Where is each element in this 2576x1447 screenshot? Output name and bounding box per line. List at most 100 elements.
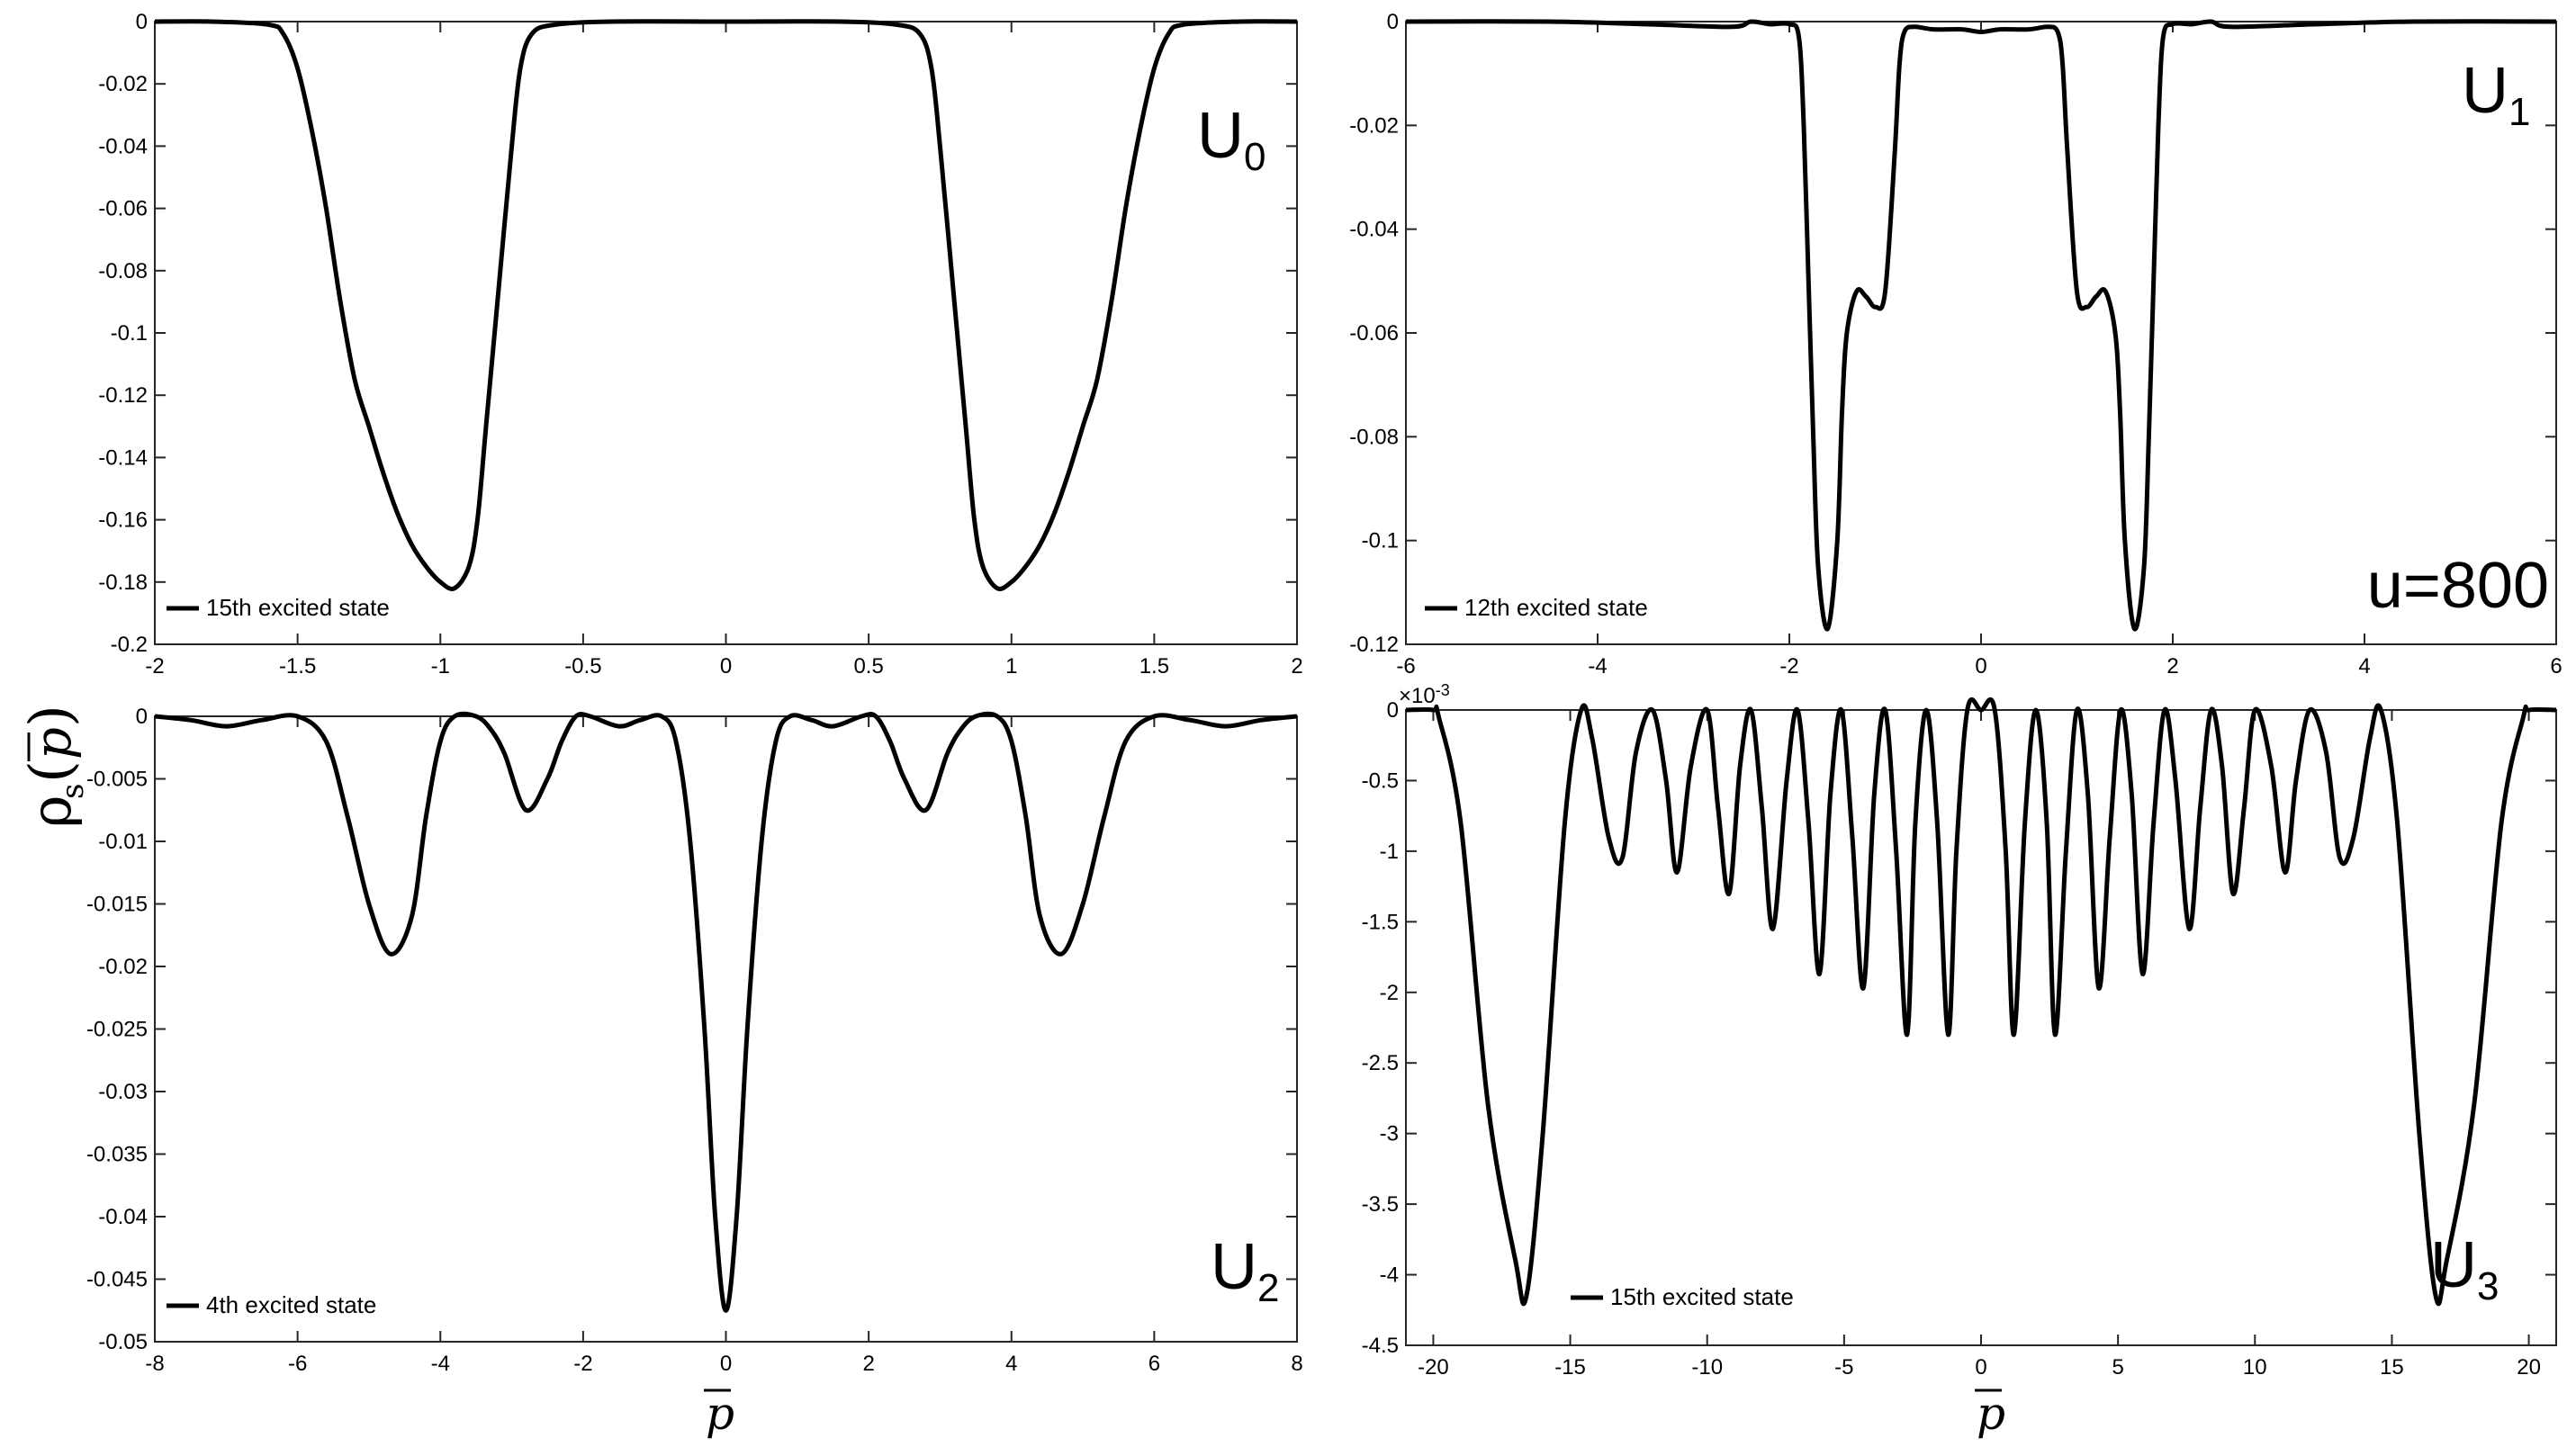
- y-axis-label: ρ s ( p ): [18, 705, 91, 828]
- series-line: [154, 711, 1298, 1313]
- plot-area: [1405, 709, 2557, 1346]
- y-tick-label: -0.1: [1362, 529, 1399, 553]
- x-tick-label: -2: [573, 1352, 592, 1376]
- x-tick-label: -0.5: [564, 654, 601, 679]
- y-label-var: p: [24, 727, 83, 759]
- y-tick-label: -0.16: [98, 508, 148, 533]
- y-tick-label: -4: [1380, 1263, 1399, 1288]
- y-tick-label: -0.12: [98, 383, 148, 408]
- x-tick-label: 6: [1148, 1352, 1160, 1376]
- y-tick-label: -0.12: [1349, 633, 1399, 657]
- y-tick-label: -0.01: [98, 830, 148, 854]
- y-tick-label: -0.02: [1349, 113, 1399, 138]
- x-tick-label: -5: [1834, 1355, 1853, 1380]
- panel-u3: -20 -15 -10 -5 0 5 10 15 20 0 -0.5 -1 -1.5 -2 -2.5 -3 -3…: [1362, 681, 2557, 1380]
- x-tick-label: -4: [431, 1352, 450, 1376]
- x-tick-label: -8: [145, 1352, 164, 1376]
- y-tick-label: -2: [1380, 981, 1399, 1005]
- panel-label: U3: [2430, 1229, 2499, 1308]
- series-line: [1405, 19, 2557, 632]
- y-tick-label: -0.2: [111, 633, 148, 657]
- y-label-sub: s: [55, 784, 91, 799]
- y-tick-label: -0.18: [98, 571, 148, 595]
- y-label-paren-close: ): [18, 705, 85, 727]
- plot-area: [154, 715, 1298, 1343]
- y-tick-label: -3.5: [1362, 1192, 1399, 1217]
- x-tick-label: 0: [720, 654, 732, 679]
- y-tick-label: -0.04: [1349, 218, 1399, 242]
- panel-u0: -2 -1.5 -1 -0.5 0 0.5 1 1.5 2 0 -0.02 -0.04 -0.06 -0.…: [98, 10, 1302, 679]
- x-tick-label: -1.5: [279, 654, 316, 679]
- y-tick-label: -3: [1380, 1122, 1399, 1146]
- x-tick-label: -10: [1691, 1355, 1723, 1380]
- y-exponent-label: ×10-3: [1399, 681, 1450, 708]
- x-tick-label: -6: [1396, 654, 1415, 679]
- y-tick-label: -1: [1380, 840, 1399, 864]
- y-tick-label: -0.06: [98, 197, 148, 221]
- y-exponent-power: -3: [1436, 681, 1450, 699]
- y-tick-label: 0: [1387, 698, 1399, 723]
- x-tick-label: 2: [2166, 654, 2178, 679]
- y-label-rho: ρ: [18, 795, 84, 828]
- x-tick-label: 0: [720, 1352, 732, 1376]
- panel-label: U0: [1197, 100, 1265, 179]
- panel-label-sub: 3: [2477, 1264, 2499, 1308]
- y-tick-label: -0.04: [98, 134, 148, 158]
- panel-u1: -6 -4 -2 0 2 4 6 0 -0.02 -0.04 -0.06 -0.08 -0.1 -0.12…: [1349, 10, 2562, 679]
- legend-label: 15th excited state: [206, 594, 390, 621]
- x-tick-label: 2: [862, 1352, 874, 1376]
- y-tick-label: -0.08: [1349, 425, 1399, 449]
- y-tick-label: -0.015: [86, 893, 148, 917]
- x-tick-label: 5: [2112, 1355, 2123, 1380]
- x-tick-label: 6: [2550, 654, 2562, 679]
- x-tick-label: 15: [2380, 1355, 2404, 1380]
- x-tick-label: -2: [1779, 654, 1798, 679]
- y-tick-label: -0.02: [98, 955, 148, 979]
- panel-label: U2: [1211, 1231, 1279, 1310]
- y-tick-label: -0.5: [1362, 768, 1399, 793]
- x-tick-label: 20: [2517, 1355, 2541, 1380]
- y-tick-label: -0.025: [86, 1018, 148, 1042]
- x-tick-label: -6: [288, 1352, 307, 1376]
- y-tick-label: 0: [136, 705, 148, 729]
- x-label-right: p: [1977, 1388, 2005, 1440]
- x-tick-label: 4: [2358, 654, 2370, 679]
- x-tick-label: 0.5: [853, 654, 883, 679]
- x-tick-label: -15: [1554, 1355, 1586, 1380]
- y-tick-label: -1.5: [1362, 910, 1399, 934]
- x-tick-label: 1.5: [1139, 654, 1169, 679]
- y-tick-label: -0.05: [98, 1330, 148, 1354]
- y-tick-label: -0.02: [98, 72, 148, 96]
- y-tick-label: 0: [1387, 10, 1399, 34]
- y-tick-label: -0.03: [98, 1080, 148, 1104]
- y-tick-label: -4.5: [1362, 1334, 1399, 1358]
- panel-label-sub: 2: [1257, 1266, 1279, 1310]
- panel-label-sub: 0: [1244, 135, 1265, 179]
- y-tick-label: -0.06: [1349, 321, 1399, 346]
- x-tick-label: -4: [1588, 654, 1607, 679]
- x-axis-label-left: p: [704, 1388, 734, 1440]
- x-tick-label: -1: [431, 654, 450, 679]
- x-tick-label: 10: [2243, 1355, 2267, 1380]
- legend-label: 15th excited state: [1610, 1283, 1794, 1310]
- y-tick-label: -0.005: [86, 768, 148, 792]
- x-tick-label: -2: [145, 654, 164, 679]
- y-tick-label: -0.08: [98, 259, 148, 283]
- x-tick-label: 4: [1005, 1352, 1017, 1376]
- y-tick-label: -0.04: [98, 1205, 148, 1229]
- panel-u2: -8 -6 -4 -2 0 2 4 6 8 0 -0.005 -0.01 -0.015 -0.02 -0.0…: [86, 705, 1303, 1376]
- legend-label: 12th excited state: [1464, 594, 1648, 621]
- x-tick-label: -20: [1418, 1355, 1449, 1380]
- panel-label-sub: 1: [2508, 90, 2530, 134]
- panel-label: U1: [2462, 55, 2530, 134]
- y-tick-label: -0.14: [98, 445, 148, 470]
- x-tick-label: 1: [1005, 654, 1017, 679]
- legend-label: 4th excited state: [206, 1291, 376, 1318]
- plot-area: [154, 21, 1298, 645]
- y-tick-label: -0.1: [111, 321, 148, 346]
- y-tick-label: -2.5: [1362, 1051, 1399, 1075]
- x-tick-label: 2: [1291, 654, 1302, 679]
- x-tick-label: 0: [1975, 654, 1986, 679]
- y-tick-label: -0.035: [86, 1143, 148, 1167]
